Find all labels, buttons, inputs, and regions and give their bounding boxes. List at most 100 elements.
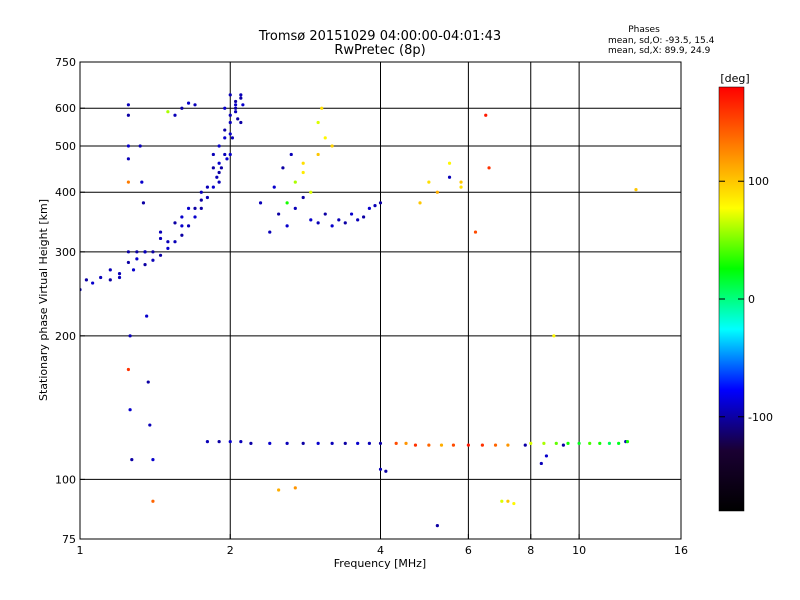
grid-lines — [80, 62, 681, 539]
data-point — [158, 236, 163, 241]
data-point — [249, 441, 253, 445]
data-point — [277, 488, 281, 492]
colorbar-tick-label: 100 — [748, 175, 769, 188]
data-point — [211, 166, 215, 170]
data-point — [554, 441, 558, 445]
data-point — [588, 441, 592, 445]
data-point — [148, 423, 152, 427]
data-point — [117, 275, 122, 280]
data-point — [285, 224, 289, 228]
data-point — [180, 224, 184, 228]
data-point — [228, 113, 232, 117]
data-point — [316, 441, 320, 445]
data-point — [151, 250, 155, 254]
data-point — [84, 278, 89, 282]
data-point — [130, 458, 134, 462]
data-point — [487, 166, 491, 170]
data-point — [566, 441, 570, 445]
data-point — [356, 441, 360, 445]
data-point — [225, 157, 229, 161]
data-point — [126, 103, 130, 107]
data-point — [143, 250, 147, 254]
data-point — [211, 185, 215, 189]
data-point — [166, 246, 170, 250]
x-tick-label: 10 — [572, 544, 586, 557]
data-point — [128, 408, 132, 412]
data-point — [239, 96, 243, 100]
data-point — [126, 144, 130, 148]
data-point — [141, 201, 146, 205]
data-point — [447, 175, 452, 179]
y-tick-label: 500 — [55, 140, 76, 153]
data-point — [99, 275, 103, 280]
data-point — [459, 180, 463, 184]
stats-line-o: mean, sd,O: -93.5, 15.4 — [608, 36, 715, 46]
colorbar-label: [deg] — [720, 72, 749, 85]
data-point — [552, 334, 556, 338]
data-point — [135, 257, 139, 261]
data-point — [193, 215, 197, 219]
data-point — [223, 106, 227, 110]
data-point — [228, 440, 232, 444]
data-point — [151, 499, 155, 503]
colorbar-tick-label: -100 — [748, 411, 773, 424]
data-point — [301, 195, 305, 200]
colorbar-ticks: 100 0 -100 — [719, 175, 773, 424]
data-point — [447, 161, 452, 165]
data-point — [337, 218, 341, 222]
data-point — [316, 221, 320, 225]
data-point — [239, 120, 243, 125]
data-point — [199, 198, 203, 202]
data-point — [126, 157, 130, 161]
data-point — [480, 443, 484, 447]
data-point — [330, 441, 334, 445]
data-point — [466, 443, 470, 447]
stats-heading: Phases — [628, 25, 660, 35]
data-point — [309, 190, 313, 194]
data-point — [384, 469, 388, 473]
data-point — [228, 132, 232, 136]
x-tick-label: 1 — [77, 544, 84, 557]
stats-line-x: mean, sd,X: 89.9, 24.9 — [608, 46, 711, 56]
y-tick-label: 100 — [55, 473, 76, 486]
data-point — [234, 103, 238, 107]
data-point — [378, 467, 383, 471]
data-point — [293, 206, 297, 210]
data-point — [230, 136, 235, 140]
data-point — [634, 188, 638, 192]
data-point — [506, 443, 510, 447]
data-point — [316, 120, 320, 125]
data-point — [268, 230, 272, 234]
data-point — [219, 166, 224, 170]
y-axis: 75 100 200 300 400 500 600 750 — [55, 56, 85, 546]
data-point — [186, 224, 191, 228]
data-point — [451, 443, 456, 447]
data-point — [258, 201, 263, 205]
data-point — [285, 441, 289, 445]
stats-box: Phases mean, sd,O: -93.5, 15.4 mean, sd,… — [608, 25, 715, 56]
y-tick-label: 300 — [55, 246, 76, 259]
x-tick-label: 8 — [527, 544, 534, 557]
data-point — [128, 334, 132, 338]
data-point — [277, 212, 281, 216]
x-tick-label: 16 — [674, 544, 688, 557]
data-point — [330, 224, 334, 228]
data-point — [367, 206, 371, 210]
data-point — [143, 263, 147, 267]
data-point — [394, 441, 398, 445]
data-point — [217, 440, 221, 444]
data-point — [193, 103, 197, 107]
data-point — [373, 203, 377, 208]
data-point — [180, 233, 184, 237]
data-point — [427, 180, 431, 184]
data-point — [126, 180, 130, 184]
data-point — [223, 136, 227, 140]
data-point — [512, 501, 516, 506]
x-axis-label: Frequency [MHz] — [334, 557, 426, 570]
data-point — [544, 454, 549, 458]
x-tick-label: 2 — [227, 544, 234, 557]
data-point — [146, 380, 150, 384]
data-point — [145, 314, 149, 318]
colorbar-tick-label: 0 — [748, 293, 755, 306]
data-point — [223, 152, 227, 157]
